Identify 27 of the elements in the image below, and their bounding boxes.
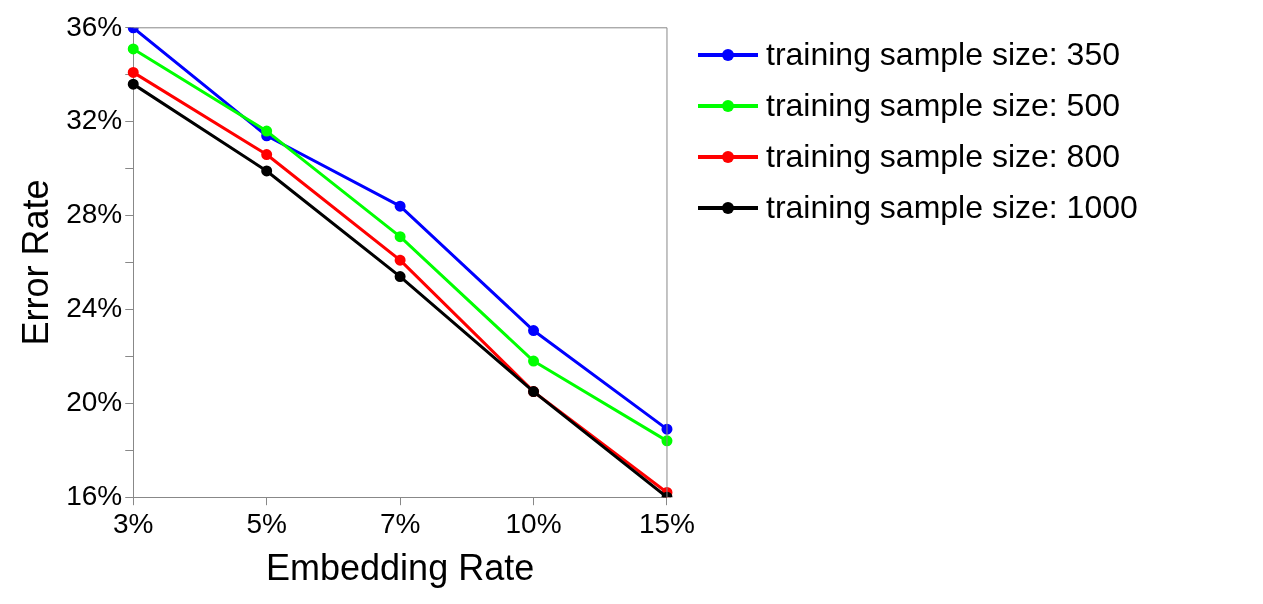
point: [528, 355, 540, 367]
y-axis-title: Error Rate: [14, 179, 56, 346]
y-tick-label: 24%: [66, 292, 123, 324]
point: [261, 125, 273, 137]
y-tick-label: 28%: [66, 198, 123, 230]
x-tick-label: 5%: [246, 507, 287, 539]
x-axis-title: Embedding Rate: [266, 547, 535, 589]
point: [261, 149, 273, 161]
y-tick-label: 20%: [66, 386, 123, 418]
point: [394, 254, 406, 266]
y-tick-label: 36%: [66, 10, 123, 42]
legend-label: training sample size: 1000: [766, 189, 1138, 226]
legend-label: training sample size: 800: [766, 138, 1120, 175]
point: [127, 43, 139, 55]
point: [528, 325, 540, 337]
legend-label: training sample size: 500: [766, 87, 1120, 124]
legend-label: training sample size: 350: [766, 36, 1120, 73]
point: [261, 165, 273, 177]
point: [127, 78, 139, 90]
y-tick-label: 32%: [66, 104, 123, 136]
x-tick-label: 7%: [379, 507, 421, 539]
x-tick-label: 15%: [638, 507, 695, 539]
point: [394, 271, 406, 283]
x-tick-label: 10%: [505, 507, 562, 539]
point: [394, 200, 406, 212]
point: [127, 66, 139, 78]
point: [394, 231, 406, 243]
